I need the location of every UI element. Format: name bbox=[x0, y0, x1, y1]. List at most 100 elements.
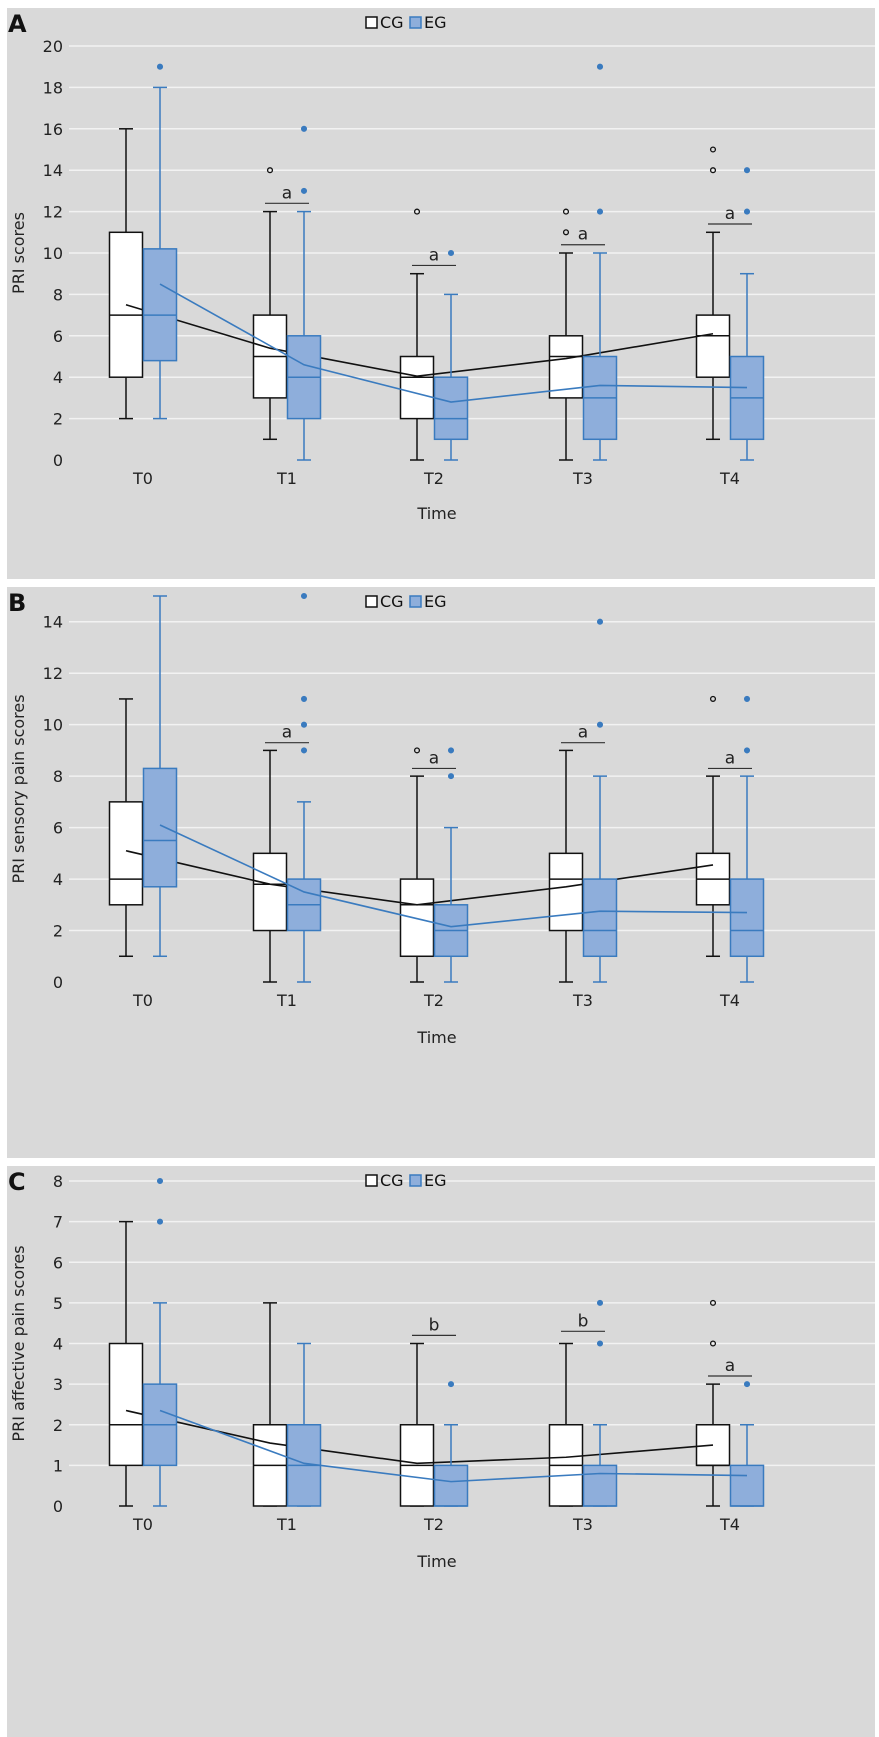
p3-y-tick-label-4: 4 bbox=[53, 1335, 63, 1354]
p1-y-tick-label-3: 6 bbox=[53, 327, 63, 346]
p1-mean-line-eg bbox=[159, 283, 748, 403]
p3-legend-swatch-eg bbox=[409, 1174, 422, 1187]
p1-box-cg-t0 bbox=[108, 128, 144, 420]
chart-a: 0 2 4 6 8 10 12 14 16 18 20 T0 T1 T2 T3 T4 Time PRI score… bbox=[8, 10, 875, 523]
p3-x-tick-label-t4: T4 bbox=[719, 1515, 740, 1534]
outlier-point-0 bbox=[156, 63, 164, 70]
outlier-point-1 bbox=[300, 125, 308, 132]
chart-c: 0 1 2 3 4 5 6 7 8 T0 T1 T2 T3 T4 Time PRI affective pai… bbox=[8, 1168, 875, 1571]
p3-box-eg-t3 bbox=[582, 1299, 618, 1507]
p2-y-tick-label-5: 10 bbox=[43, 716, 63, 735]
p1-x-axis-title: Time bbox=[416, 504, 456, 523]
p1-y-tick-label-5: 10 bbox=[43, 244, 63, 263]
p1-x-tick-label-t3: T3 bbox=[572, 469, 593, 488]
p3-box-eg-t4 bbox=[729, 1381, 765, 1507]
p2-box-cg-t2 bbox=[399, 747, 435, 983]
p1-legend: CG EG bbox=[365, 13, 447, 32]
box-iqr bbox=[399, 878, 435, 958]
p1-y-tick-label-1: 2 bbox=[53, 410, 63, 429]
outlier-point-2 bbox=[300, 695, 308, 702]
p3-x-tick-label-t1: T1 bbox=[276, 1515, 297, 1534]
p1-box-eg-t4 bbox=[729, 167, 765, 461]
p3-y-tick-label-2: 2 bbox=[53, 1416, 63, 1435]
outlier-point-0 bbox=[447, 773, 455, 780]
outlier-point-1 bbox=[743, 167, 751, 174]
p1-box-cg-t4 bbox=[695, 146, 731, 441]
p1-x-tick-label-t2: T2 bbox=[423, 469, 444, 488]
p2-box-cg-t3 bbox=[548, 749, 584, 983]
outlier-point-0 bbox=[413, 208, 421, 215]
p2-y-tick-label-7: 14 bbox=[43, 613, 63, 632]
p1-significance-label-0: a bbox=[282, 183, 292, 203]
p3-x-tick-label-t3: T3 bbox=[572, 1515, 593, 1534]
p3-box-eg-t1 bbox=[286, 1342, 322, 1507]
outlier-point-1 bbox=[596, 63, 604, 70]
p3-x-axis-title: Time bbox=[416, 1552, 456, 1571]
outlier-point-0 bbox=[596, 208, 604, 215]
p1-box-cg-t2 bbox=[399, 208, 435, 461]
p1-significance-label-2: a bbox=[578, 225, 588, 245]
p1-x-tick-label-t4: T4 bbox=[719, 469, 740, 488]
p1-y-axis-title: PRI scores bbox=[9, 212, 28, 294]
p2-legend-swatch-cg bbox=[365, 595, 378, 608]
p1-panel-letter: A bbox=[8, 10, 27, 38]
p2-box-eg-t1 bbox=[286, 592, 322, 983]
p2-box-eg-t2 bbox=[433, 747, 469, 983]
p3-y-tick-label-1: 1 bbox=[53, 1456, 63, 1475]
p3-mean-line-cg bbox=[125, 1409, 714, 1465]
outlier-point-1 bbox=[596, 1299, 604, 1306]
outlier-point-0 bbox=[266, 167, 274, 174]
p1-legend-label-eg: EG bbox=[424, 13, 447, 32]
p1-x-tick-label-t0: T0 bbox=[132, 469, 153, 488]
p2-box-cg-t0 bbox=[108, 698, 144, 958]
p2-significance-label-3: a bbox=[725, 748, 735, 768]
p1-y-tick-label-4: 8 bbox=[53, 285, 63, 304]
outlier-point-0 bbox=[447, 1381, 455, 1388]
p2-box-cg-t1 bbox=[252, 749, 288, 983]
box-iqr bbox=[548, 852, 584, 932]
p1-legend-label-cg: CG bbox=[380, 13, 404, 32]
box-iqr bbox=[582, 1464, 618, 1507]
p1-y-tick-label-7: 14 bbox=[43, 161, 63, 180]
box-iqr bbox=[108, 1342, 144, 1467]
outlier-point-0 bbox=[413, 747, 421, 754]
p3-box-cg-t0 bbox=[108, 1220, 144, 1507]
p1-y-tick-label-2: 4 bbox=[53, 368, 63, 387]
p2-box-cg-t4 bbox=[695, 695, 731, 958]
box-iqr bbox=[695, 314, 731, 378]
box-iqr bbox=[433, 376, 469, 441]
p1-x-tick-label-t1: T1 bbox=[276, 469, 297, 488]
p1-significance-label-1: a bbox=[429, 245, 439, 265]
chart-b: 0 2 4 6 8 10 12 14 T0 T1 T2 T3 T4 Time PRI sensory pai… bbox=[8, 589, 875, 1047]
p1-y-tick-label-0: 0 bbox=[53, 451, 63, 470]
outlier-point-0 bbox=[596, 1340, 604, 1347]
p2-box-eg-t4 bbox=[729, 695, 765, 983]
p2-panel-letter: B bbox=[8, 589, 26, 617]
outlier-point-0 bbox=[743, 747, 751, 754]
p1-box-cg-t1 bbox=[252, 167, 288, 441]
box-iqr bbox=[729, 878, 765, 958]
p3-legend-label-cg: CG bbox=[380, 1171, 404, 1190]
panel-a: 0 2 4 6 8 10 12 14 16 18 20 T0 T1 T2 T3 T4 Time PRI score… bbox=[7, 8, 875, 579]
p1-box-eg-t1 bbox=[286, 125, 322, 461]
outlier-point-0 bbox=[300, 747, 308, 754]
outlier-point-0 bbox=[709, 167, 717, 174]
outlier-point-1 bbox=[562, 208, 570, 215]
p1-box-eg-t3 bbox=[582, 63, 618, 461]
outlier-point-1 bbox=[156, 1177, 164, 1185]
outlier-point-0 bbox=[709, 695, 717, 702]
box-iqr bbox=[142, 767, 178, 888]
p3-mean-line-eg bbox=[159, 1409, 748, 1483]
p3-y-axis-title: PRI affective pain scores bbox=[9, 1245, 28, 1441]
p1-mean-line-cg bbox=[125, 303, 714, 377]
p3-y-tick-label-7: 7 bbox=[53, 1213, 63, 1232]
outlier-point-1 bbox=[743, 695, 751, 702]
outlier-point-0 bbox=[300, 187, 308, 194]
p2-legend: CG EG bbox=[365, 592, 447, 611]
box-iqr bbox=[433, 1464, 469, 1507]
p2-x-tick-label-t2: T2 bbox=[423, 991, 444, 1010]
outlier-point-1 bbox=[300, 721, 308, 728]
p3-panel-letter: C bbox=[8, 1168, 26, 1196]
p2-y-tick-label-3: 6 bbox=[53, 819, 63, 838]
p2-legend-label-cg: CG bbox=[380, 592, 404, 611]
